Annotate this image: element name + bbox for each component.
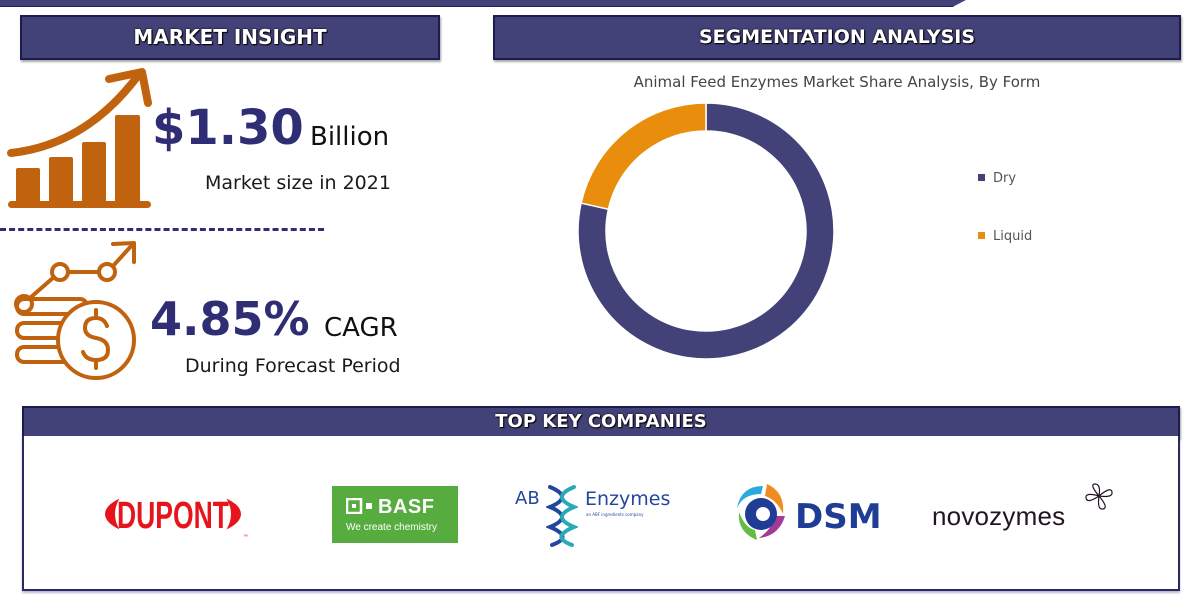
legend-item-liquid: Liquid bbox=[978, 229, 1032, 244]
svg-text:DUPONT: DUPONT bbox=[117, 495, 229, 537]
top-key-companies-header: TOP KEY COMPANIES bbox=[22, 406, 1180, 438]
cagr-caption: During Forecast Period bbox=[185, 355, 401, 377]
donut-slice-liquid bbox=[580, 102, 707, 211]
segmentation-analysis-header: SEGMENTATION ANALYSIS bbox=[493, 15, 1181, 60]
novozymes-flower-icon bbox=[1085, 483, 1113, 510]
cagr-value: 4.85% bbox=[150, 292, 310, 346]
donut-slice-dry bbox=[577, 102, 835, 360]
ab-enzymes-prefix: AB bbox=[515, 488, 540, 509]
chart-title: Animal Feed Enzymes Market Share Analysi… bbox=[633, 73, 1041, 91]
market-size-value: $1.30 bbox=[152, 100, 304, 156]
ab-enzymes-name: Enzymes bbox=[585, 488, 671, 510]
svg-text:™: ™ bbox=[243, 534, 248, 540]
coin-growth-icon bbox=[14, 241, 136, 380]
ab-enzymes-helix-icon bbox=[546, 485, 578, 547]
market-size-unit: Billion bbox=[310, 122, 390, 152]
ab-enzymes-tagline: an ABF ingredients company bbox=[586, 512, 644, 517]
basf-tagline: We create chemistry bbox=[346, 522, 437, 533]
legend-label-liquid: Liquid bbox=[993, 229, 1033, 244]
dupont-logo: DUPONT ™ bbox=[105, 484, 248, 544]
basf-square-icon bbox=[346, 498, 372, 514]
basf-logo: BASF We create chemistry bbox=[332, 486, 458, 543]
cagr-unit: CAGR bbox=[324, 313, 398, 343]
section-divider bbox=[0, 228, 324, 231]
novozymes-name: novozymes bbox=[932, 501, 1066, 531]
legend-label-dry: Dry bbox=[993, 171, 1017, 186]
market-insight-header: MARKET INSIGHT bbox=[20, 15, 440, 60]
legend-swatch-dry bbox=[978, 174, 985, 181]
top-banner-bar bbox=[0, 0, 966, 7]
dsm-swirl-icon bbox=[737, 484, 785, 540]
market-size-caption: Market size in 2021 bbox=[205, 172, 391, 194]
legend-swatch-liquid bbox=[978, 232, 985, 239]
growth-bar-chart-icon bbox=[7, 68, 152, 208]
donut-chart bbox=[577, 102, 835, 360]
legend-item-dry: Dry bbox=[978, 171, 1016, 186]
basf-name: BASF bbox=[378, 496, 435, 518]
dsm-name: DSM bbox=[795, 497, 882, 537]
